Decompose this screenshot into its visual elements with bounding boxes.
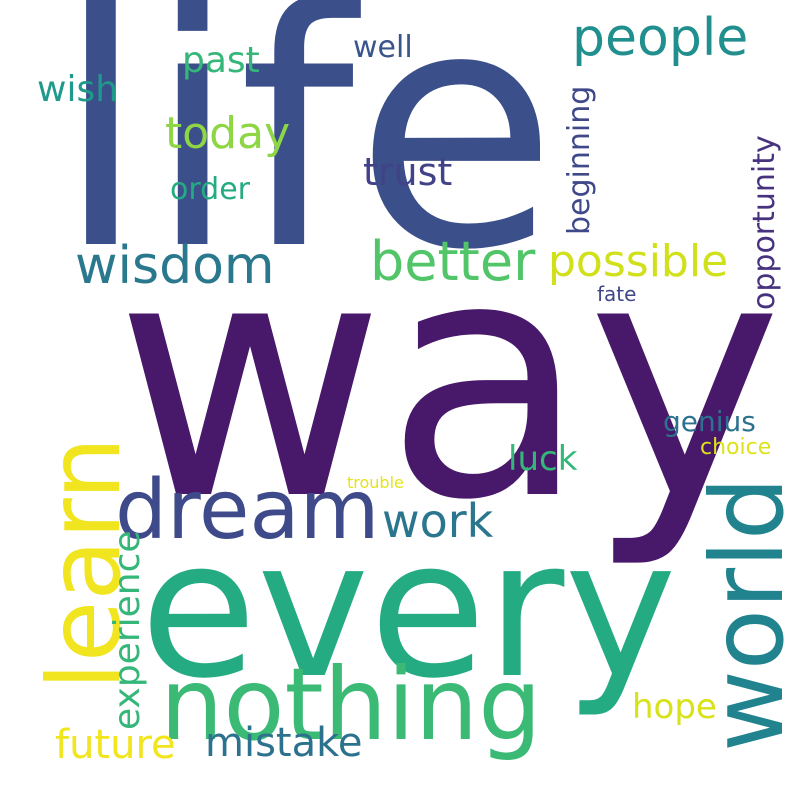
word-better: better (370, 230, 536, 293)
word-today: today (165, 108, 291, 159)
word-future: future (55, 722, 176, 768)
word-mistake: mistake (205, 720, 363, 766)
word-life: life (55, 0, 558, 322)
word-wish: wish (37, 69, 119, 110)
word-order: order (170, 172, 250, 207)
word-beginning: beginning (562, 85, 597, 235)
word-fate: fate (597, 282, 637, 306)
word-genius: genius (663, 405, 756, 438)
word-well: well (353, 30, 413, 65)
word-every: every (140, 499, 677, 720)
word-past: past (182, 40, 260, 81)
word-dream: dream (115, 463, 380, 558)
word-luck: luck (508, 439, 578, 479)
word-opportunity: opportunity (747, 135, 782, 310)
word-people: people (572, 8, 749, 68)
word-experience: experience (107, 530, 148, 730)
word-work: work (382, 494, 494, 548)
word-choice: choice (700, 435, 772, 460)
word-wisdom: wisdom (75, 236, 275, 296)
word-hope: hope (632, 687, 717, 727)
word-possible: possible (548, 236, 729, 287)
word-trust: trust (363, 150, 453, 194)
word-world: world (689, 476, 800, 752)
word-way: way (115, 188, 783, 572)
word-trouble: trouble (347, 473, 404, 492)
word-nothing: nothing (160, 646, 542, 763)
